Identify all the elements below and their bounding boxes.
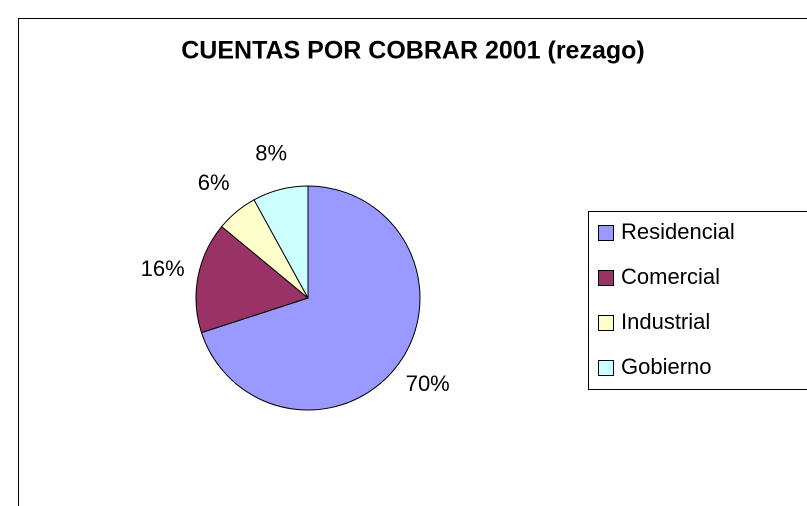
legend-swatch [598,360,614,376]
data-label: 16% [141,256,185,281]
data-label: 70% [406,371,450,396]
legend-label: Comercial [621,264,720,289]
pie-slice [200,185,421,411]
pie-slice [253,185,309,299]
legend-swatch [598,315,614,331]
legend-swatch [598,225,614,241]
legend-label: Industrial [621,309,710,334]
legend-label: Gobierno [621,354,712,379]
pie-slice [195,225,310,334]
chart-title: CUENTAS POR COBRAR 2001 (rezago) [181,37,645,65]
data-label: 8% [255,140,287,165]
legend-box [588,211,807,390]
legend-swatch [598,270,614,286]
legend-label: Residencial [621,219,735,244]
data-label: 6% [198,170,230,195]
